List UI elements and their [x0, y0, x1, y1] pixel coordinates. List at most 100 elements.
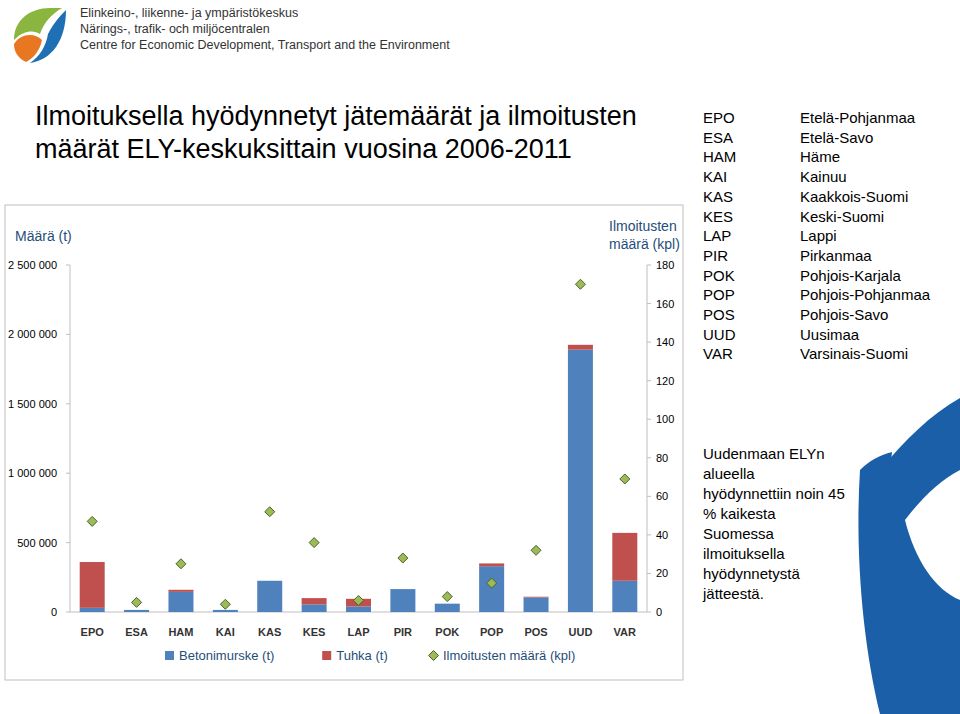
bar-series: [80, 350, 638, 612]
marker: [87, 516, 97, 526]
legend-swatch: [429, 651, 439, 661]
abbreviation-name: Pohjois-Savo: [800, 306, 888, 323]
x-tick-label: POK: [435, 626, 459, 638]
x-tick-label: KAS: [258, 626, 281, 638]
marker: [132, 597, 142, 607]
bar: [390, 589, 415, 612]
y2-tick: [647, 496, 651, 497]
abbreviation-name: Pohjois-Pohjanmaa: [800, 286, 930, 303]
abbreviation-row: EPOEtelä-Pohjanmaa: [703, 108, 930, 128]
y2-tick: [647, 573, 651, 574]
abbreviation-code: POS: [703, 305, 800, 325]
y-tick: [66, 265, 70, 266]
marker: [265, 507, 275, 517]
organization-line: Elinkeino-, liikenne- ja ympäristökeskus: [80, 5, 450, 21]
y-axis-line: [70, 265, 71, 612]
abbreviation-row: POPPohjois-Pohjanmaa: [703, 285, 930, 305]
abbreviation-code: POK: [703, 266, 800, 286]
y2-tick: [647, 457, 651, 458]
bar: [168, 590, 193, 592]
y-tick: [66, 334, 70, 335]
marker: [487, 578, 497, 588]
y2-tick-label: 20: [656, 567, 668, 579]
abbreviation-name: Häme: [800, 148, 840, 165]
y-tick-label: 2 000 000: [8, 328, 57, 340]
y2-tick-label: 180: [656, 259, 674, 271]
abbreviation-code: PIR: [703, 246, 800, 266]
marker: [220, 599, 230, 609]
y-tick-label: 1 000 000: [8, 467, 57, 479]
annotation: Uudenmaan ELYn alueella hyödynnettiin no…: [703, 444, 845, 604]
chart-title: Ilmoituksella hyödynnetyt jätemäärät ja …: [35, 100, 695, 166]
abbreviation-code: POP: [703, 285, 800, 305]
abbreviation-code: VAR: [703, 344, 800, 364]
marker: [398, 553, 408, 563]
bar: [479, 566, 504, 612]
x-tick-label: PIR: [394, 626, 412, 638]
abbreviation-row: PIRPirkanmaa: [703, 246, 930, 266]
abbreviation-row: KESKeski-Suomi: [703, 207, 930, 227]
bar: [479, 563, 504, 566]
x-tick-label: ESA: [125, 626, 148, 638]
abbreviation-code: UUD: [703, 325, 800, 345]
marker: [442, 592, 452, 602]
x-tick-label: VAR: [614, 626, 636, 638]
abbreviation-code: EPO: [703, 108, 800, 128]
x-tick-label: POP: [480, 626, 503, 638]
bar: [80, 608, 105, 612]
y-tick: [66, 542, 70, 543]
abbreviation-name: Pohjois-Karjala: [800, 267, 901, 284]
bar: [257, 581, 282, 612]
bar: [435, 603, 460, 604]
y2-tick-label: 140: [656, 336, 674, 348]
plot-area: [80, 279, 638, 612]
y-axis-title: Määrä (t): [15, 228, 72, 244]
y2-tick: [647, 303, 651, 304]
bar: [524, 596, 549, 598]
marker: [176, 559, 186, 569]
abbreviation-name: Uusimaa: [800, 326, 859, 343]
x-tick-label: KAI: [216, 626, 235, 638]
y2-title-line: Ilmoitusten: [609, 218, 677, 234]
deco-blue-2: [858, 452, 915, 714]
bar: [124, 609, 149, 610]
bar: [524, 597, 549, 612]
y-tick: [66, 403, 70, 404]
abbreviation-row: KASKaakkois-Suomi: [703, 187, 930, 207]
legend-swatch: [322, 651, 331, 660]
abbreviation-code: KES: [703, 207, 800, 227]
abbreviation-code: HAM: [703, 147, 800, 167]
y-tick-label: 0: [51, 606, 57, 618]
marker: [309, 538, 319, 548]
y-tick-label: 500 000: [17, 537, 57, 549]
scatter-series: [87, 279, 630, 609]
y2-tick: [647, 265, 651, 266]
abbreviation-row: UUDUusimaa: [703, 325, 930, 345]
abbreviation-code: ESA: [703, 128, 800, 148]
abbreviation-name: Varsinais-Suomi: [800, 345, 908, 362]
organization: Elinkeino-, liikenne- ja ympäristökeskus…: [80, 5, 450, 53]
x-tick-label: HAM: [168, 626, 193, 638]
abbreviation-row: HAMHäme: [703, 147, 930, 167]
abbreviation-row: VARVarsinais-Suomi: [703, 344, 930, 364]
marker: [620, 474, 630, 484]
x-tick-label: UUD: [569, 626, 593, 638]
x-tick-label: POS: [524, 626, 547, 638]
bar-series: [80, 345, 638, 608]
abbreviation-code: KAI: [703, 167, 800, 187]
logo: [14, 8, 66, 63]
abbreviation-name: Keski-Suomi: [800, 208, 884, 225]
abbreviation-name: Pirkanmaa: [800, 247, 872, 264]
abbreviation-name: Etelä-Savo: [800, 129, 873, 146]
bar: [124, 610, 149, 612]
legend-label: Betonimurske (t): [179, 648, 274, 663]
legend-label: Ilmoitusten määrä (kpl): [443, 648, 575, 663]
abbreviation-code: LAP: [703, 226, 800, 246]
legend-swatch: [165, 651, 174, 660]
chart-frame: [5, 205, 683, 680]
decoration: [858, 398, 960, 714]
bar: [390, 589, 415, 590]
y2-tick-label: 40: [656, 529, 668, 541]
legend-label: Tuhka (t): [336, 648, 388, 663]
abbreviation-row: ESAEtelä-Savo: [703, 128, 930, 148]
